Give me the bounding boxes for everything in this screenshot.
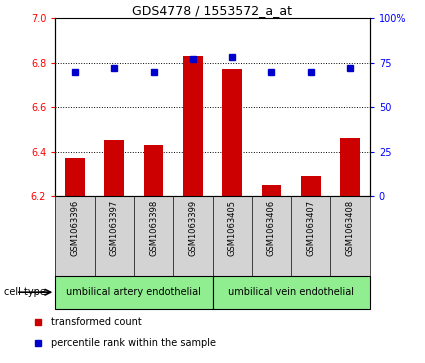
Text: GSM1063405: GSM1063405	[228, 200, 237, 256]
Bar	[212, 276, 370, 309]
Bar	[65, 158, 85, 196]
Text: umbilical artery endothelial: umbilical artery endothelial	[66, 287, 201, 297]
Bar	[55, 276, 212, 309]
Bar	[183, 56, 203, 196]
Bar	[105, 140, 124, 196]
Text: GSM1063408: GSM1063408	[346, 200, 354, 256]
Text: cell type: cell type	[4, 287, 46, 297]
Bar	[262, 185, 281, 196]
Text: GSM1063396: GSM1063396	[71, 200, 79, 256]
Text: GSM1063407: GSM1063407	[306, 200, 315, 256]
Bar	[301, 176, 320, 196]
Text: umbilical vein endothelial: umbilical vein endothelial	[228, 287, 354, 297]
Text: GSM1063406: GSM1063406	[267, 200, 276, 256]
Text: GSM1063399: GSM1063399	[188, 200, 197, 256]
Text: transformed count: transformed count	[51, 317, 142, 327]
Text: GSM1063397: GSM1063397	[110, 200, 119, 256]
Bar	[144, 145, 163, 196]
Bar	[340, 138, 360, 196]
Title: GDS4778 / 1553572_a_at: GDS4778 / 1553572_a_at	[133, 4, 292, 17]
Text: percentile rank within the sample: percentile rank within the sample	[51, 338, 216, 347]
Bar	[222, 69, 242, 196]
Text: GSM1063398: GSM1063398	[149, 200, 158, 256]
